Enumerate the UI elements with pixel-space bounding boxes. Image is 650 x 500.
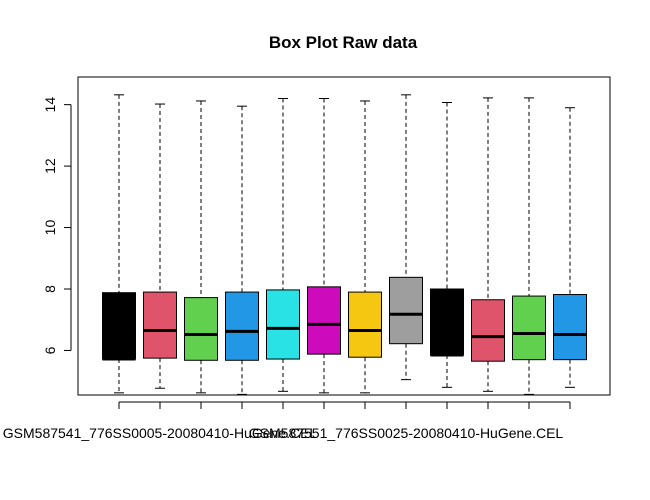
box-body <box>266 289 300 360</box>
y-tick-label: 6 <box>42 346 58 354</box>
box-4 <box>225 105 259 395</box>
box-6 <box>307 98 341 394</box>
box-1 <box>102 94 136 394</box>
y-tick-label: 14 <box>42 97 58 113</box>
box-body <box>512 295 546 361</box>
box-body <box>389 276 423 345</box>
plot-frame <box>77 76 611 396</box>
boxes-group <box>102 94 587 395</box>
x-tick-label: GSM587551_776SS0025-20080410-HuGene.CEL <box>249 425 564 441</box>
box-11 <box>512 97 546 395</box>
box-8 <box>389 94 423 381</box>
box-body <box>307 286 341 355</box>
box-12 <box>553 107 587 388</box>
box-body <box>348 291 382 358</box>
y-axis: 6 8 10 12 14 <box>42 97 72 354</box>
x-axis: GSM587541_776SS0005-20080410-HuGene.CELG… <box>3 401 571 441</box>
box-body <box>471 299 505 362</box>
box-body <box>184 297 218 361</box>
box-10 <box>471 97 505 392</box>
box-body <box>102 292 136 360</box>
box-9 <box>430 102 464 388</box>
box-5 <box>266 98 300 392</box>
y-tick-label: 12 <box>42 158 58 174</box>
box-body <box>430 288 464 356</box>
x-tick-label: GSM587541_776SS0005-20080410-HuGene.CEL <box>3 425 318 441</box>
box-3 <box>184 100 218 394</box>
chart-title: Box Plot Raw data <box>269 33 418 52</box>
box-body <box>225 291 259 361</box>
box-body <box>143 291 177 359</box>
y-tick-label: 8 <box>42 285 58 293</box>
box-body <box>553 294 587 361</box>
box-2 <box>143 103 177 389</box>
box-7 <box>348 100 382 394</box>
y-tick-label: 10 <box>42 220 58 236</box>
